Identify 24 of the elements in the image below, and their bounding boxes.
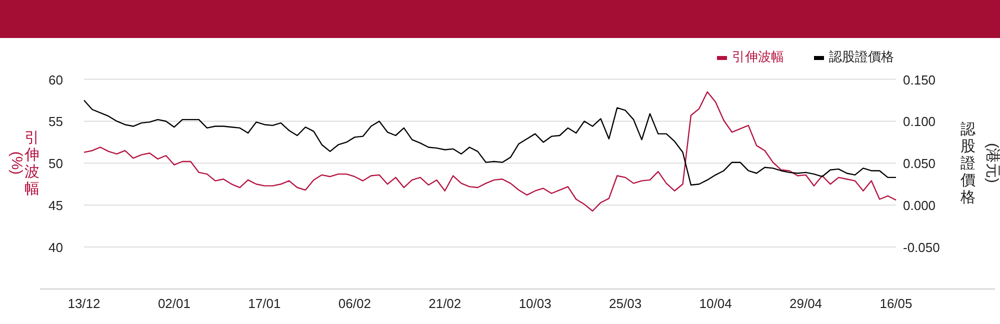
y-tick-label: 60 [48, 72, 63, 88]
x-tick-label: 13/12 [68, 296, 100, 311]
line-series [83, 100, 897, 186]
x-tick-label: 02/01 [158, 296, 190, 311]
y2-tick-label: 0.050 [903, 156, 936, 172]
legend-label: 認股證價格 [829, 49, 894, 64]
y-tick-label: 40 [48, 240, 63, 256]
y-tick-label: 55 [48, 114, 63, 130]
x-tick-label: 10/04 [699, 296, 732, 311]
x-tick-label: 25/03 [609, 296, 642, 311]
y-tick-label: 50 [48, 156, 63, 172]
legend-label: 引伸波幅 [732, 49, 784, 64]
y-tick-label: 45 [48, 198, 63, 214]
x-tick-label: 17/01 [248, 296, 281, 311]
x-tick-label: 29/04 [790, 296, 822, 311]
x-tick-label: 06/02 [338, 296, 371, 311]
y2-tick-label: -0.050 [903, 240, 940, 256]
x-tick-label: 10/03 [518, 296, 552, 311]
y2-tick-label: 0.150 [903, 72, 936, 88]
y2-tick-label: 0.000 [903, 198, 936, 214]
y2-tick-label: 0.100 [903, 114, 936, 130]
line-series [83, 91, 897, 212]
x-tick-label: 16/05 [880, 296, 912, 311]
x-tick-label: 21/02 [428, 296, 462, 311]
